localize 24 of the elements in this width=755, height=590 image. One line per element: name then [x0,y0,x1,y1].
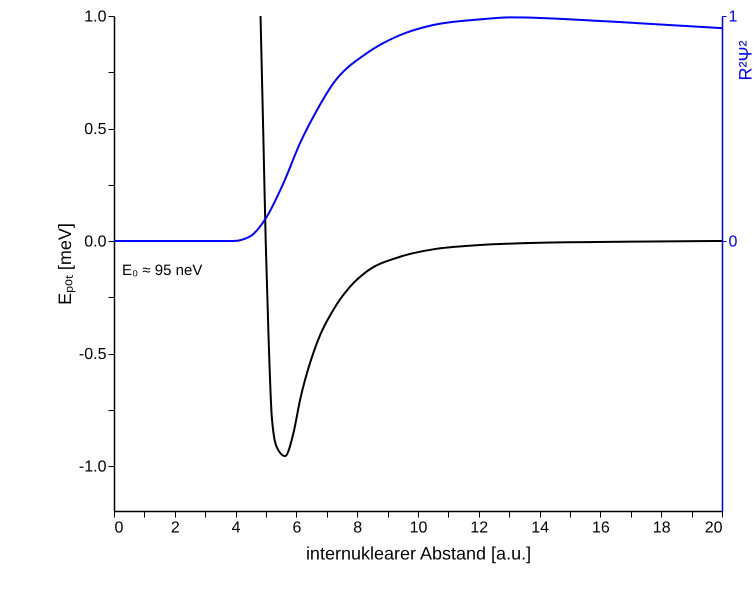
x-tick-label: 2 [170,520,180,536]
line-series [260,16,722,458]
x-tick-label: 10 [410,520,428,536]
y-tick-label: 0.0 [84,234,107,250]
annotation: E₀ ≈ 95 neV [122,262,202,279]
y2-tick-label: 1 [728,8,738,26]
x-tick-label: 0 [114,520,124,536]
x-tick-label: 12 [470,520,488,536]
y-axis-title: Eₚₒₜ [meV] [54,223,76,305]
x-tick-label: 16 [592,520,610,536]
x-tick-label: 8 [353,520,362,536]
x-axis-title: internuklearer Abstand [a.u.] [306,544,532,564]
y2-tick-label: 0 [728,234,738,250]
x-tick-label: 4 [232,520,241,536]
y-tick-label: -1.0 [78,458,107,476]
y-tick-label: 0.5 [84,121,107,138]
x-tick-label: 20 [704,520,723,536]
x-tick-label: 18 [652,520,671,536]
y-tick-label: 1.0 [84,8,107,26]
y-tick-label: -0.5 [78,346,107,363]
x-tick-label: 6 [292,520,302,536]
x-tick-label: 14 [531,520,550,536]
y2-axis-title: R²Ψ² [736,40,755,81]
line-series [114,16,722,242]
